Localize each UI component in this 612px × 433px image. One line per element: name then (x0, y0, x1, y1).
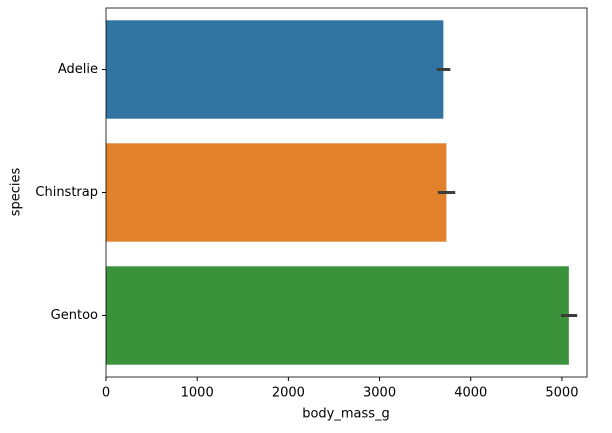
x-tick-label: 5000 (545, 386, 578, 401)
y-tick-label: Chinstrap (35, 185, 98, 200)
x-axis-label: body_mass_g (302, 407, 390, 422)
y-tick-label: Adelie (58, 62, 98, 77)
x-tick-label: 2000 (272, 386, 305, 401)
x-tick-label: 0 (102, 386, 110, 401)
x-tick-label: 3000 (363, 386, 396, 401)
bar (106, 143, 447, 242)
bar (106, 266, 569, 365)
y-axis-label: species (9, 168, 24, 217)
x-tick-label: 1000 (181, 386, 214, 401)
x-tick-label: 4000 (454, 386, 487, 401)
y-tick-label: Gentoo (51, 308, 98, 323)
plot-frame (105, 7, 588, 378)
bar (106, 20, 444, 119)
